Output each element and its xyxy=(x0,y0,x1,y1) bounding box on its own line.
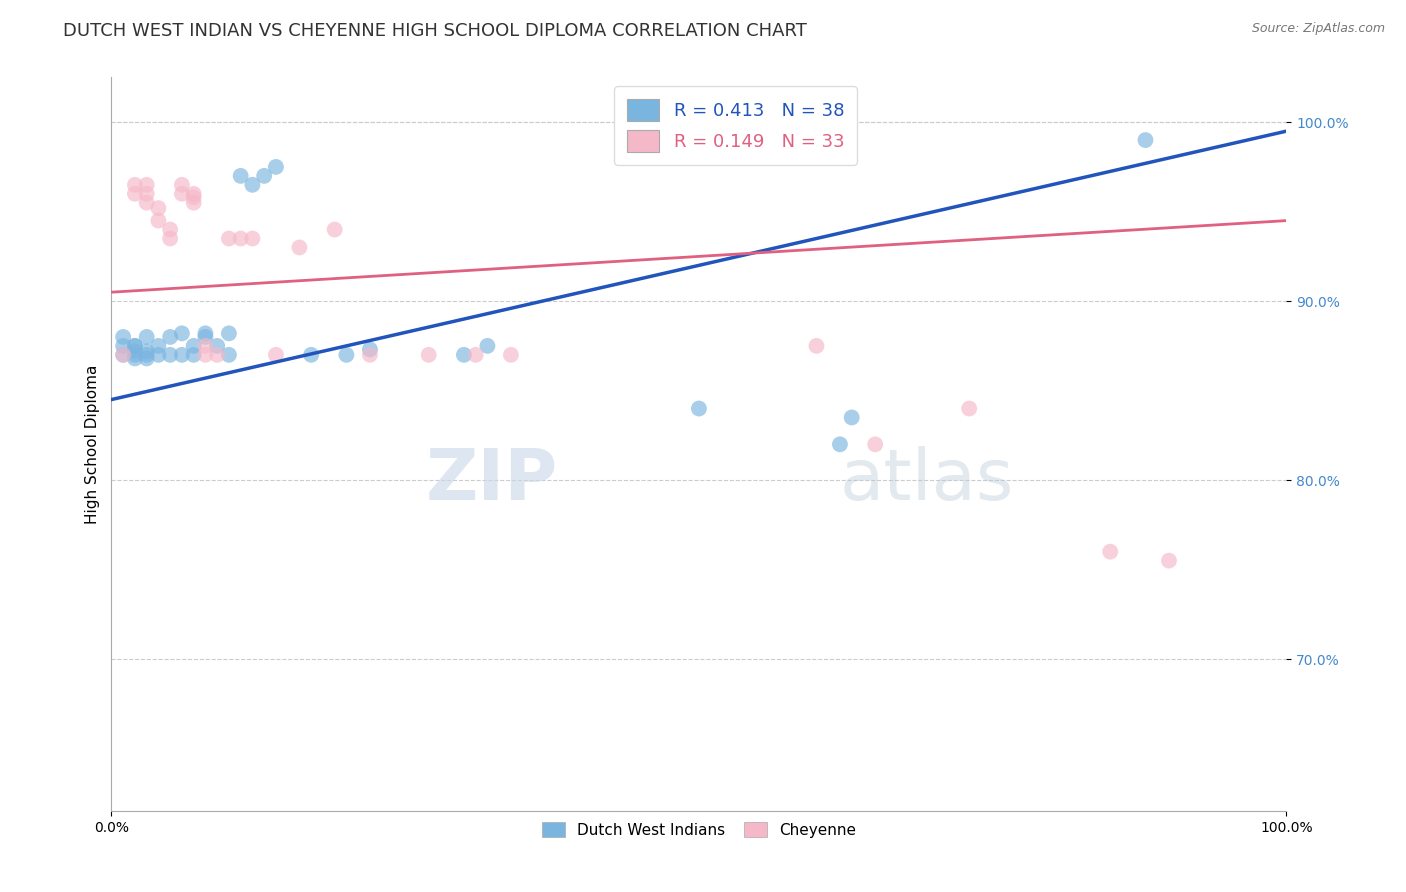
Point xyxy=(229,231,252,245)
Point xyxy=(135,330,157,344)
Point xyxy=(299,348,322,362)
Point xyxy=(159,330,181,344)
Point xyxy=(464,348,486,362)
Point xyxy=(170,348,193,362)
Point xyxy=(159,231,181,245)
Point xyxy=(124,186,146,201)
Point xyxy=(418,348,440,362)
Point xyxy=(135,351,157,366)
Point xyxy=(205,339,228,353)
Point xyxy=(323,222,346,236)
Point xyxy=(112,348,135,362)
Point xyxy=(124,348,146,362)
Point xyxy=(183,339,205,353)
Point xyxy=(135,178,157,192)
Point xyxy=(229,169,252,183)
Point xyxy=(194,339,217,353)
Point xyxy=(135,344,157,359)
Point xyxy=(863,437,886,451)
Point xyxy=(264,160,287,174)
Point xyxy=(335,348,357,362)
Point xyxy=(124,344,146,359)
Point xyxy=(453,348,475,362)
Point xyxy=(359,343,381,357)
Point xyxy=(124,339,146,353)
Point xyxy=(1135,133,1157,147)
Point xyxy=(124,351,146,366)
Text: DUTCH WEST INDIAN VS CHEYENNE HIGH SCHOOL DIPLOMA CORRELATION CHART: DUTCH WEST INDIAN VS CHEYENNE HIGH SCHOO… xyxy=(63,22,807,40)
Text: Source: ZipAtlas.com: Source: ZipAtlas.com xyxy=(1251,22,1385,36)
Point xyxy=(288,240,311,254)
Point xyxy=(218,348,240,362)
Point xyxy=(218,231,240,245)
Point xyxy=(183,348,205,362)
Point xyxy=(148,339,170,353)
Point xyxy=(183,195,205,210)
Point xyxy=(499,348,522,362)
Point xyxy=(218,326,240,341)
Point xyxy=(359,348,381,362)
Point xyxy=(170,186,193,201)
Point xyxy=(159,222,181,236)
Point xyxy=(688,401,710,416)
Point xyxy=(1099,544,1122,558)
Point xyxy=(170,178,193,192)
Point xyxy=(194,330,217,344)
Point xyxy=(135,348,157,362)
Point xyxy=(148,348,170,362)
Text: atlas: atlas xyxy=(839,447,1014,516)
Point xyxy=(1157,554,1180,568)
Point xyxy=(205,348,228,362)
Point xyxy=(148,213,170,227)
Point xyxy=(112,339,135,353)
Point xyxy=(477,339,499,353)
Point xyxy=(124,339,146,353)
Point xyxy=(194,348,217,362)
Point xyxy=(264,348,287,362)
Point xyxy=(841,410,863,425)
Legend: Dutch West Indians, Cheyenne: Dutch West Indians, Cheyenne xyxy=(536,815,862,844)
Point xyxy=(112,348,135,362)
Point xyxy=(242,231,264,245)
Point xyxy=(124,178,146,192)
Point xyxy=(148,201,170,215)
Point xyxy=(242,178,264,192)
Point xyxy=(957,401,980,416)
Point xyxy=(170,326,193,341)
Point xyxy=(135,195,157,210)
Point xyxy=(112,330,135,344)
Point xyxy=(253,169,276,183)
Point xyxy=(828,437,851,451)
Point xyxy=(194,326,217,341)
Point xyxy=(183,190,205,204)
Text: ZIP: ZIP xyxy=(426,447,558,516)
Point xyxy=(159,348,181,362)
Point xyxy=(806,339,828,353)
Point xyxy=(135,186,157,201)
Y-axis label: High School Diploma: High School Diploma xyxy=(86,365,100,524)
Point xyxy=(183,186,205,201)
